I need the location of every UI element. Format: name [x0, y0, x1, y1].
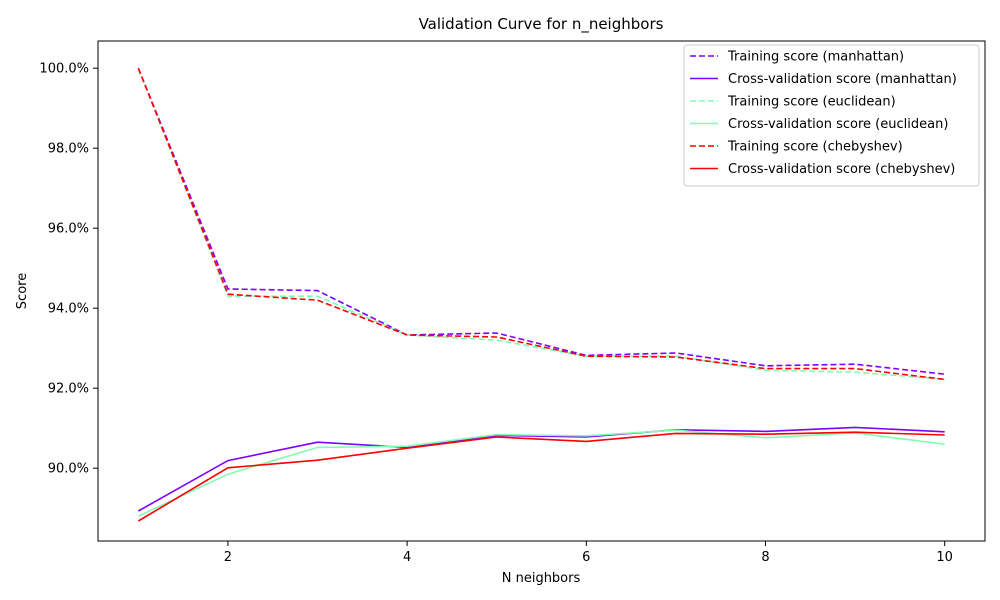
x-tick-label: 2: [224, 550, 232, 565]
series-line-6: [137, 431, 945, 522]
chart-title: Validation Curve for n_neighbors: [419, 15, 664, 34]
y-axis-label: Score: [15, 273, 30, 309]
y-tick-label: 94.0%: [48, 302, 89, 317]
axis-ticks: 2 4 6 8 10 90.0% 92.0% 94.0% 96.0% 98.0% 100.0%: [39, 62, 953, 565]
x-tick-label: 6: [582, 550, 590, 565]
x-tick-label: 8: [761, 550, 769, 565]
x-axis-label: N neighbors: [502, 571, 581, 586]
series-line-5: [137, 67, 945, 381]
y-tick-label: 98.0%: [48, 142, 89, 157]
legend: Training score (manhattan) Cross-validati…: [683, 44, 980, 187]
legend-label: Cross-validation score (chebyshev): [728, 162, 955, 177]
y-tick-label: 92.0%: [48, 382, 89, 397]
series-line-3: [137, 67, 945, 381]
y-tick-label: 90.0%: [48, 462, 89, 477]
legend-label: Cross-validation score (euclidean): [728, 117, 948, 132]
x-tick-label: 10: [936, 550, 953, 565]
y-tick-label: 96.0%: [48, 222, 89, 237]
plot-frame: [97, 40, 986, 542]
legend-label: Training score (euclidean): [727, 95, 896, 110]
plot-area: [137, 67, 945, 522]
legend-box: [683, 44, 980, 187]
series-line-2: [137, 426, 945, 512]
legend-label: Training score (manhattan): [727, 50, 904, 65]
x-tick-label: 4: [403, 550, 411, 565]
series-line-1: [137, 67, 945, 375]
legend-label: Training score (chebyshev): [727, 140, 903, 155]
legend-label: Cross-validation score (manhattan): [728, 72, 957, 87]
series-line-4: [137, 429, 945, 517]
y-tick-label: 100.0%: [39, 62, 89, 77]
